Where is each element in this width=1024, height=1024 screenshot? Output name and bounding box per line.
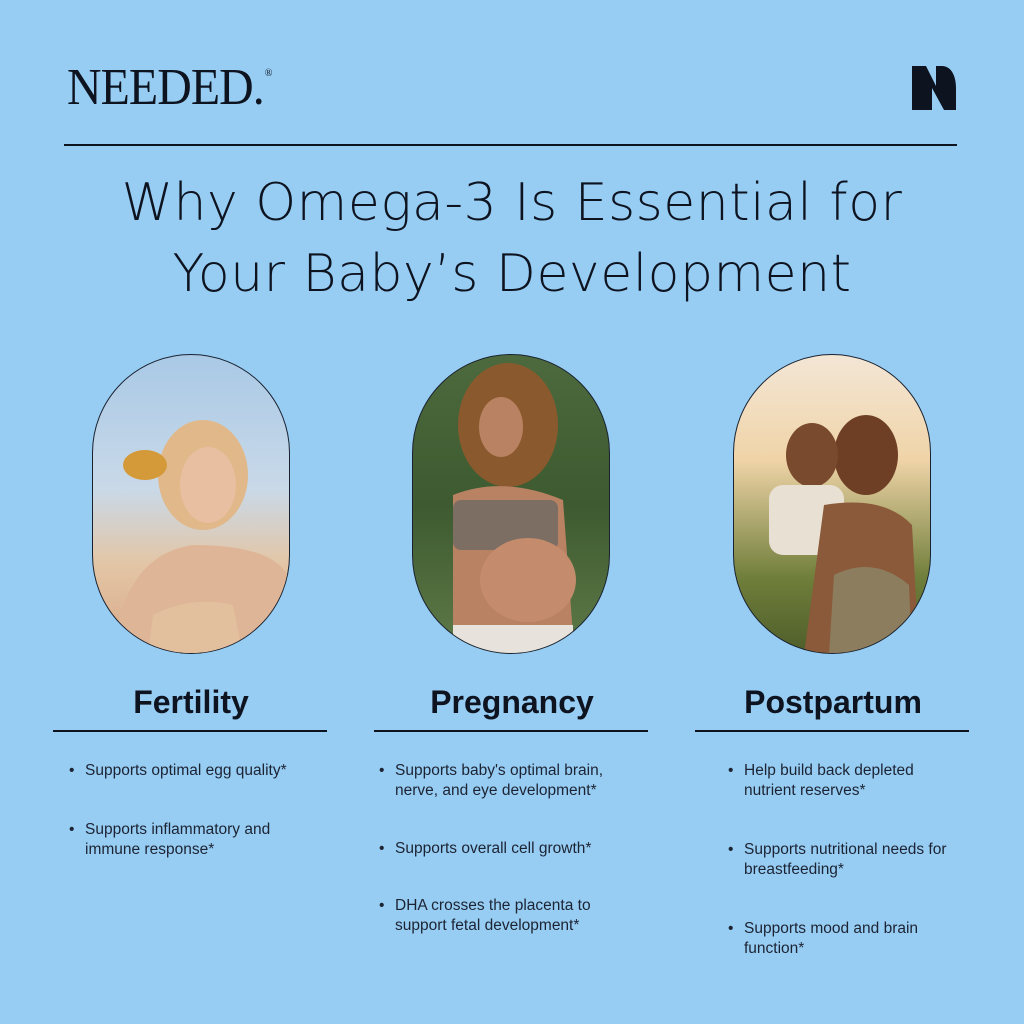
heading-pregnancy: Pregnancy — [430, 684, 594, 720]
registered-mark: ® — [264, 67, 273, 79]
pregnancy-bullet: DHA crosses the placenta to support feta… — [377, 896, 627, 936]
fertility-bullet: Supports optimal egg quality* — [67, 761, 327, 781]
heading-postpartum: Postpartum — [744, 684, 922, 720]
pregnant-woman-photo — [412, 354, 610, 654]
fertility-divider — [53, 730, 327, 732]
postpartum-divider — [695, 730, 969, 732]
pregnancy-bullet: Supports baby's optimal brain, nerve, an… — [377, 761, 637, 801]
fertility-bullet: Supports inflammatory and immune respons… — [67, 820, 317, 860]
brand-logo: NEEDED.® — [67, 62, 272, 114]
heading-fertility: Fertility — [133, 684, 249, 720]
title-line-1: Why Omega-3 Is Essential for — [121, 173, 903, 233]
brand-name: NEEDED. — [67, 59, 265, 116]
page-title: Why Omega-3 Is Essential for Your Baby’s… — [0, 168, 1024, 310]
postpartum-bullet: Help build back depleted nutrient reserv… — [726, 761, 966, 801]
title-line-2: Your Baby’s Development — [172, 244, 852, 304]
header-divider — [64, 144, 957, 146]
postpartum-bullet: Supports nutritional needs for breastfee… — [726, 840, 966, 880]
pregnancy-bullet: Supports overall cell growth* — [377, 839, 637, 859]
woman-drinking-photo — [92, 354, 290, 654]
postpartum-bullet: Supports mood and brain function* — [726, 919, 926, 959]
pregnancy-divider — [374, 730, 648, 732]
mother-and-baby-photo — [733, 354, 931, 654]
monogram-n-icon — [912, 66, 956, 110]
